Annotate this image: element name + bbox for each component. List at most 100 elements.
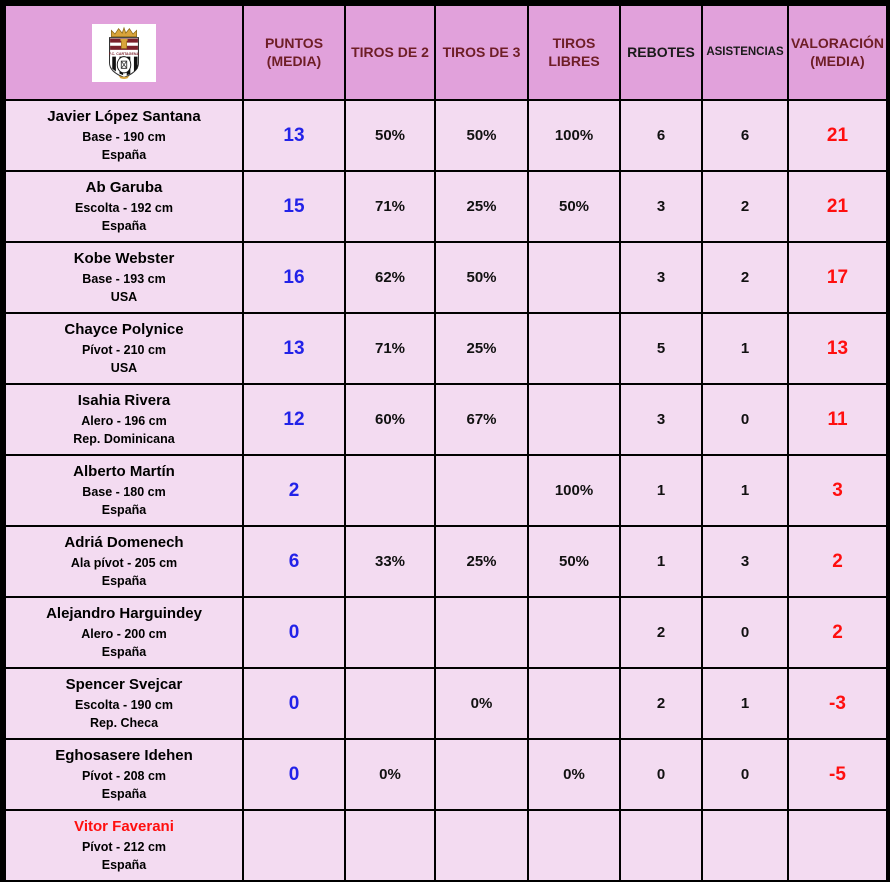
table-body: Javier López Santana Base - 190 cm Españ… bbox=[4, 99, 888, 882]
cell-asistencias: 2 bbox=[701, 241, 789, 314]
player-position-height: Ala pívot - 205 cm bbox=[70, 555, 178, 570]
cell-asistencias: 1 bbox=[701, 312, 789, 385]
player-country: España bbox=[101, 148, 147, 163]
player-country: España bbox=[101, 787, 147, 802]
cell-tiros-libres bbox=[527, 241, 621, 314]
column-header-tiros-de-2: TIROS DE 2 bbox=[344, 4, 436, 101]
player-name: Eghosasere Idehen bbox=[55, 746, 193, 764]
cell-tiros-de-2: 33% bbox=[344, 525, 436, 598]
player-cell: Javier López Santana Base - 190 cm Españ… bbox=[4, 99, 244, 172]
player-name: Adriá Domenech bbox=[64, 533, 184, 551]
fc-cartagena-crest-icon: F.C. CARTAGENA bbox=[92, 23, 156, 82]
player-country: España bbox=[101, 574, 147, 589]
cell-valoracion: 21 bbox=[787, 170, 888, 243]
cell-puntos: 0 bbox=[242, 738, 346, 811]
cell-tiros-de-3: 0% bbox=[434, 667, 529, 740]
player-name: Ab Garuba bbox=[85, 178, 163, 196]
player-stats-table: F.C. CARTAGENA bbox=[4, 4, 888, 882]
cell-puntos: 12 bbox=[242, 383, 346, 456]
cell-rebotes: 0 bbox=[619, 738, 703, 811]
column-header-tiros-libres: TIROS LIBRES bbox=[527, 4, 621, 101]
cell-valoracion: 13 bbox=[787, 312, 888, 385]
player-name: Kobe Webster bbox=[73, 249, 175, 267]
cell-tiros-libres: 50% bbox=[527, 525, 621, 598]
cell-tiros-de-2: 50% bbox=[344, 99, 436, 172]
cell-tiros-de-2 bbox=[344, 596, 436, 669]
cell-tiros-de-3 bbox=[434, 454, 529, 527]
player-position-height: Alero - 200 cm bbox=[81, 626, 167, 641]
cell-asistencias: 0 bbox=[701, 596, 789, 669]
cell-valoracion: 21 bbox=[787, 99, 888, 172]
player-cell: Ab Garuba Escolta - 192 cm España bbox=[4, 170, 244, 243]
cell-tiros-de-2: 60% bbox=[344, 383, 436, 456]
player-country: USA bbox=[110, 361, 138, 376]
player-name: Alejandro Harguindey bbox=[46, 604, 202, 622]
player-country: USA bbox=[110, 290, 138, 305]
player-row: Isahia Rivera Alero - 196 cm Rep. Domini… bbox=[4, 383, 888, 456]
cell-puntos: 0 bbox=[242, 667, 346, 740]
player-row: Eghosasere Idehen Pívot - 208 cm España … bbox=[4, 738, 888, 811]
crest-text: F.C. CARTAGENA bbox=[109, 51, 140, 55]
player-country: España bbox=[101, 503, 147, 518]
cell-rebotes: 5 bbox=[619, 312, 703, 385]
player-position-height: Pívot - 210 cm bbox=[81, 342, 167, 357]
player-row: Alberto Martín Base - 180 cm España 2 10… bbox=[4, 454, 888, 527]
cell-tiros-de-2 bbox=[344, 809, 436, 882]
cell-asistencias: 0 bbox=[701, 383, 789, 456]
player-name: Chayce Polynice bbox=[64, 320, 184, 338]
player-position-height: Escolta - 192 cm bbox=[75, 200, 173, 215]
column-header-puntos: PUNTOS (MEDIA) bbox=[242, 4, 346, 101]
player-cell: Alejandro Harguindey Alero - 200 cm Espa… bbox=[4, 596, 244, 669]
header-row: F.C. CARTAGENA bbox=[4, 4, 888, 101]
cell-asistencias: 1 bbox=[701, 667, 789, 740]
cell-tiros-de-2: 71% bbox=[344, 312, 436, 385]
player-position-height: Pívot - 212 cm bbox=[81, 839, 167, 854]
cell-tiros-libres bbox=[527, 312, 621, 385]
cell-puntos: 13 bbox=[242, 312, 346, 385]
player-row: Alejandro Harguindey Alero - 200 cm Espa… bbox=[4, 596, 888, 669]
cell-rebotes: 3 bbox=[619, 170, 703, 243]
cell-tiros-libres bbox=[527, 596, 621, 669]
cell-tiros-de-3 bbox=[434, 809, 529, 882]
player-name: Alberto Martín bbox=[73, 462, 175, 480]
cell-asistencias: 1 bbox=[701, 454, 789, 527]
player-name: Javier López Santana bbox=[47, 107, 201, 125]
cell-tiros-libres: 0% bbox=[527, 738, 621, 811]
cell-asistencias: 0 bbox=[701, 738, 789, 811]
cell-tiros-libres bbox=[527, 383, 621, 456]
cell-tiros-libres: 100% bbox=[527, 99, 621, 172]
cell-tiros-libres bbox=[527, 809, 621, 882]
cell-rebotes: 2 bbox=[619, 667, 703, 740]
player-country: Rep. Checa bbox=[89, 716, 159, 731]
cell-puntos: 0 bbox=[242, 596, 346, 669]
player-country: España bbox=[101, 858, 147, 873]
cell-rebotes: 2 bbox=[619, 596, 703, 669]
cell-puntos: 16 bbox=[242, 241, 346, 314]
cell-tiros-de-3 bbox=[434, 738, 529, 811]
cell-valoracion: -3 bbox=[787, 667, 888, 740]
column-header-valoracion: VALORACIÓN (MEDIA) bbox=[787, 4, 888, 101]
player-position-height: Alero - 196 cm bbox=[81, 413, 167, 428]
cell-rebotes: 3 bbox=[619, 383, 703, 456]
cell-valoracion bbox=[787, 809, 888, 882]
player-row: Vitor Faverani Pívot - 212 cm España bbox=[4, 809, 888, 882]
player-cell: Chayce Polynice Pívot - 210 cm USA bbox=[4, 312, 244, 385]
cell-valoracion: 11 bbox=[787, 383, 888, 456]
cell-tiros-de-2: 71% bbox=[344, 170, 436, 243]
column-header-rebotes: REBOTES bbox=[619, 4, 703, 101]
player-position-height: Base - 190 cm bbox=[82, 129, 166, 144]
cell-valoracion: 17 bbox=[787, 241, 888, 314]
cell-valoracion: 2 bbox=[787, 596, 888, 669]
player-cell: Kobe Webster Base - 193 cm USA bbox=[4, 241, 244, 314]
player-country: España bbox=[101, 645, 147, 660]
cell-tiros-de-3: 25% bbox=[434, 525, 529, 598]
cell-tiros-de-3 bbox=[434, 596, 529, 669]
player-row: Spencer Svejcar Escolta - 190 cm Rep. Ch… bbox=[4, 667, 888, 740]
cell-tiros-de-2 bbox=[344, 667, 436, 740]
cell-rebotes bbox=[619, 809, 703, 882]
column-header-asistencias: ASISTENCIAS bbox=[701, 4, 789, 101]
player-position-height: Base - 180 cm bbox=[82, 484, 166, 499]
cell-tiros-de-3: 50% bbox=[434, 241, 529, 314]
cell-tiros-libres bbox=[527, 667, 621, 740]
